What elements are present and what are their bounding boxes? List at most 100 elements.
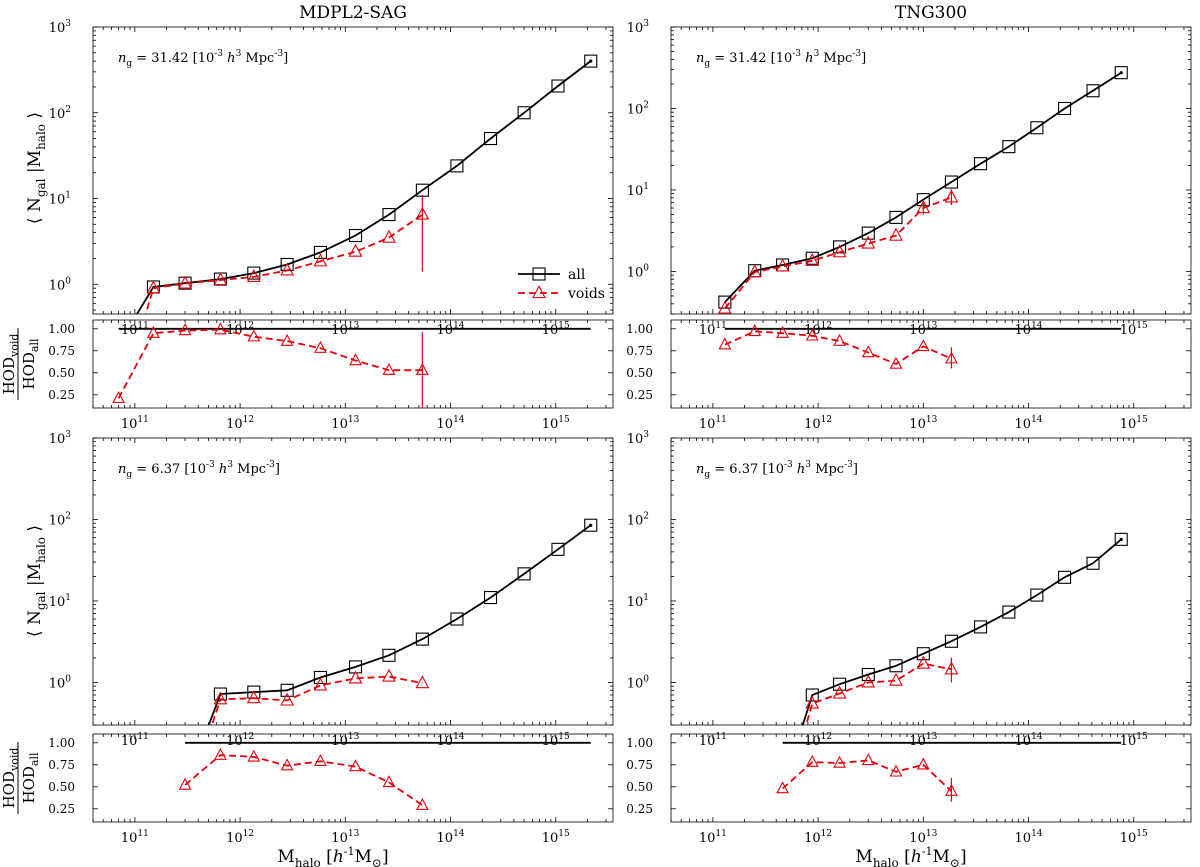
y-tick-label: 0.75 — [48, 344, 75, 358]
data-point-triangle — [944, 661, 959, 675]
data-point-triangle — [382, 668, 396, 682]
y-tick-label: 0.75 — [626, 344, 653, 358]
data-point-square — [861, 667, 875, 682]
endpoint-dot — [589, 59, 593, 63]
x-tick-label: 1012 — [226, 732, 254, 749]
x-tick-label: 1012 — [804, 829, 832, 846]
data-point-square — [313, 245, 327, 259]
x-tick-label: 1015 — [542, 732, 570, 749]
y-tick-label: 0.50 — [48, 366, 75, 380]
data-point-triangle — [776, 325, 790, 338]
x-tick-label: 1014 — [1015, 829, 1043, 846]
data-point-square — [551, 79, 565, 93]
series-line-voids-all — [184, 754, 423, 807]
y-tick-label: 102 — [49, 105, 71, 122]
plot-frame — [670, 733, 1192, 823]
plot-frame — [92, 319, 614, 409]
data-point-triangle — [805, 695, 820, 709]
data-point-square — [313, 670, 327, 685]
data-point-square — [1002, 605, 1016, 619]
data-point-triangle — [718, 337, 732, 350]
data-point-square — [584, 518, 598, 532]
data-point-square — [517, 106, 531, 120]
data-point-triangle — [832, 685, 847, 699]
x-axis-label: Mhalo [h-1M⊙] — [855, 845, 966, 867]
panel-title: MDPL2-SAG — [299, 3, 407, 23]
data-point-triangle — [313, 253, 328, 267]
plot-area — [776, 741, 1122, 802]
series-line-voids — [805, 662, 952, 725]
data-point-square — [861, 226, 875, 240]
y-tick-label: 101 — [49, 593, 71, 610]
ratio-denominator: HODall — [20, 338, 41, 389]
data-point-triangle — [314, 340, 327, 353]
y-tick-label: 103 — [49, 430, 72, 447]
x-tick-label: 1014 — [437, 829, 465, 846]
x-tick-label: 1015 — [1120, 321, 1148, 338]
x-tick-label: 1011 — [121, 732, 149, 749]
data-point-square — [1058, 101, 1072, 116]
data-point-triangle — [349, 353, 362, 366]
data-point-square — [532, 267, 546, 281]
data-point-square — [1058, 570, 1072, 584]
data-point-square — [280, 683, 294, 697]
data-point-square — [974, 620, 988, 634]
plot-area — [135, 54, 598, 314]
y-tick-label: 1.00 — [626, 736, 653, 750]
panel-bottom-right-ratio: 1011 1012 1013 1014 1015 0.25 0.50 0.75 1.00 — [626, 733, 1192, 846]
y-tick-label: 101 — [627, 182, 649, 199]
data-point-triangle — [861, 345, 875, 358]
data-point-square — [415, 632, 429, 646]
data-point-square — [551, 542, 565, 556]
data-point-square — [382, 648, 396, 662]
plot-frame — [92, 437, 614, 726]
data-point-triangle — [415, 362, 429, 375]
data-point-triangle — [833, 333, 846, 346]
plot-frame — [670, 319, 1192, 409]
plot-area — [178, 741, 591, 810]
y-axis-label: ⟨ Ngal |Mhalo ⟩ — [25, 112, 48, 224]
data-point-triangle — [178, 323, 192, 336]
data-point-triangle — [348, 670, 363, 684]
data-point-square — [805, 688, 819, 702]
data-point-triangle — [861, 753, 875, 766]
y-tick-label: 1.00 — [626, 322, 653, 336]
number-density-annotation: ng = 31.42 [10-3 h3 Mpc-3] — [118, 49, 288, 69]
y-tick-label: 0.25 — [626, 388, 653, 402]
x-tick-label: 1014 — [1015, 732, 1043, 749]
data-point-square — [382, 208, 396, 222]
panel-bottom-left-ratio: 1011 1012 1013 1014 1015 0.25 0.50 0.75 1.00 — [48, 733, 614, 846]
data-point-square — [916, 647, 930, 661]
data-point-triangle — [805, 754, 819, 767]
data-point-square — [1030, 121, 1044, 135]
data-point-square — [450, 612, 464, 626]
series-line-voids — [210, 675, 423, 725]
data-point-triangle — [112, 391, 125, 404]
data-point-square — [348, 228, 363, 243]
y-tick-label: 100 — [49, 276, 72, 293]
x-tick-label: 1013 — [909, 732, 937, 749]
data-point-triangle — [833, 755, 846, 768]
plot-area — [112, 322, 591, 408]
plot-area — [717, 66, 1128, 314]
data-point-triangle — [532, 285, 546, 299]
x-tick-label: 1012 — [226, 829, 254, 846]
x-tick-label: 1011 — [699, 321, 727, 338]
data-point-triangle — [916, 757, 930, 770]
data-point-square — [889, 659, 903, 673]
data-point-triangle — [213, 272, 228, 286]
data-point-triangle — [889, 672, 903, 686]
x-tick-label: 1013 — [331, 732, 359, 749]
data-point-triangle — [889, 356, 903, 369]
data-point-triangle — [280, 262, 295, 276]
data-point-square — [247, 266, 261, 280]
y-tick-label: 0.75 — [626, 758, 653, 772]
plot-frame — [92, 733, 614, 823]
y-tick-label: 103 — [627, 19, 650, 36]
data-point-triangle — [747, 264, 762, 278]
x-tick-label: 1011 — [121, 321, 149, 338]
series-line-voids-all — [782, 759, 953, 792]
data-point-triangle — [280, 333, 294, 346]
